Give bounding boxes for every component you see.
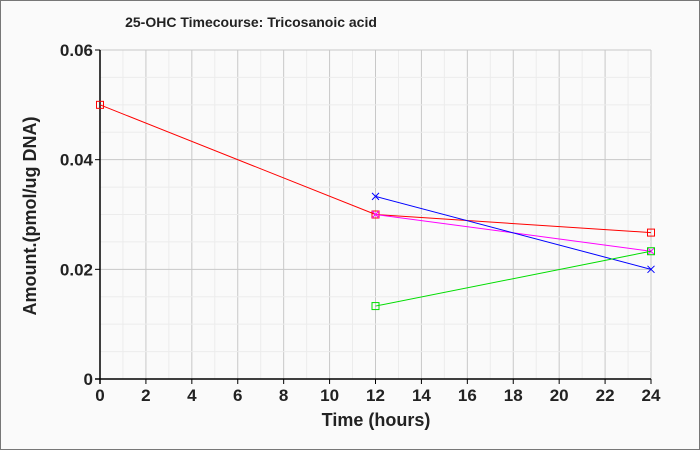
series-line-blue [375, 195, 652, 270]
x-tick-label: 24 [642, 386, 661, 405]
x-tick-label: 14 [412, 386, 431, 405]
series-line-green [375, 250, 652, 307]
data-point-blue [371, 192, 380, 201]
y-axis-label: Amount.(pmol/ug DNA) [20, 117, 40, 316]
data-point-blue [647, 265, 655, 274]
x-tick-label: 4 [187, 386, 197, 405]
x-axis-label: Time (hours) [322, 410, 431, 430]
y-tick-label: 0.04 [60, 151, 94, 170]
x-tick-label: 6 [233, 386, 242, 405]
x-tick-label: 18 [504, 386, 523, 405]
series-group [96, 100, 655, 311]
x-tick-label: 16 [458, 386, 477, 405]
data-point-green [647, 247, 655, 256]
data-point-red [96, 100, 104, 109]
data-point-magenta [647, 247, 655, 256]
x-tick-label: 10 [320, 386, 339, 405]
data-point-green [371, 302, 380, 311]
data-point-red [647, 228, 655, 237]
x-tick-label: 8 [279, 386, 288, 405]
x-tick-label: 12 [366, 386, 385, 405]
x-tick-label: 0 [95, 386, 104, 405]
y-tick-label: 0 [84, 370, 93, 389]
x-tick-label: 2 [141, 386, 150, 405]
data-point-magenta [371, 210, 380, 219]
y-tick-label: 0.02 [60, 260, 93, 279]
y-tick-label: 0.06 [60, 41, 93, 60]
x-tick-label: 22 [596, 386, 615, 405]
chart-title: 25-OHC Timecourse: Tricosanoic acid [125, 14, 377, 30]
x-tick-label: 20 [550, 386, 569, 405]
